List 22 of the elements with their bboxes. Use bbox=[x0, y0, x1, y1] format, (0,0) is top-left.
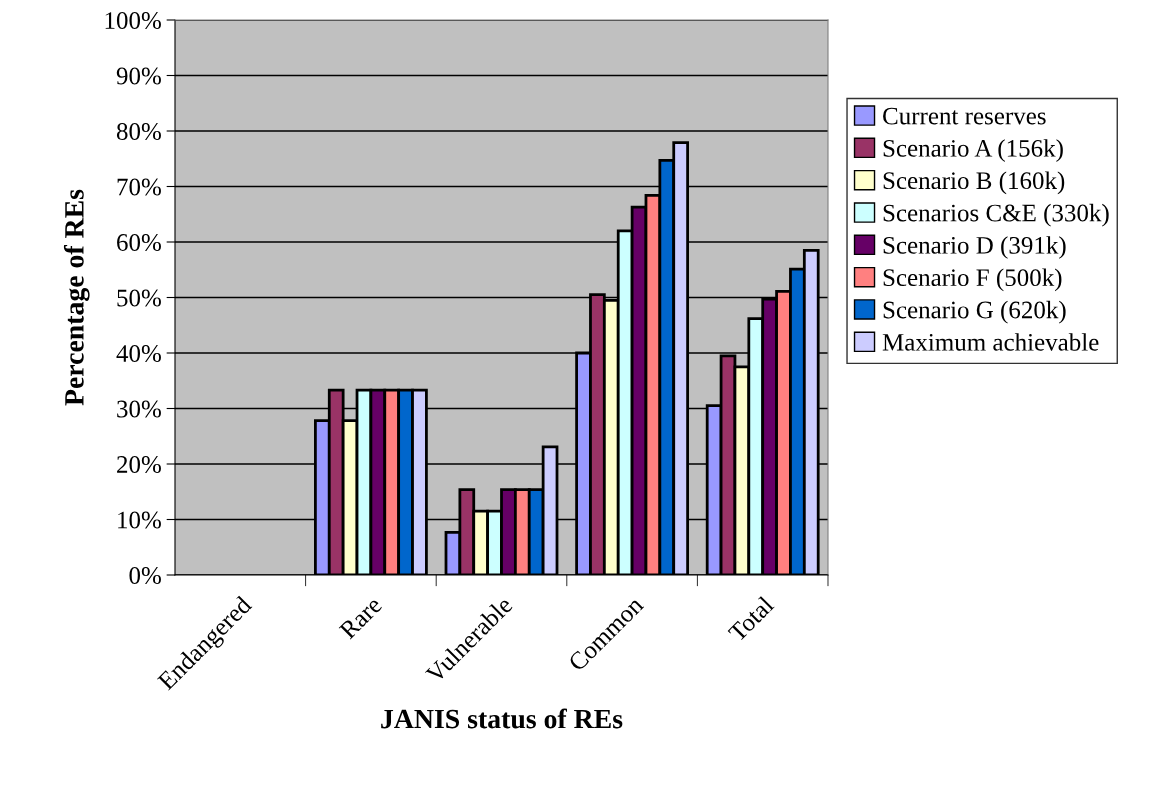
legend-label: Scenarios C&E (330k) bbox=[883, 203, 1109, 227]
x-tick-label: Rare bbox=[338, 595, 383, 640]
legend-label: Scenario A (156k) bbox=[883, 139, 1063, 162]
y-tick-label: 40% bbox=[116, 345, 161, 362]
y-tick-label: 10% bbox=[118, 511, 161, 529]
y-tick-label: 100% bbox=[105, 12, 161, 29]
y-tick-label: 70% bbox=[117, 178, 161, 196]
y-tick-label: 0% bbox=[129, 567, 161, 584]
y-tick-label: 90% bbox=[116, 67, 161, 85]
legend-label: Current reserves bbox=[883, 107, 1046, 125]
legend-label: Scenario D (391k) bbox=[883, 236, 1066, 259]
y-tick-label: 30% bbox=[117, 400, 161, 418]
legend-label: Scenario F (500k) bbox=[883, 268, 1062, 292]
legend-label: Scenario B (160k) bbox=[883, 171, 1065, 195]
y-tick-label: 80% bbox=[116, 123, 161, 140]
x-axis-title: JANIS status of REs bbox=[381, 708, 623, 729]
legend-label: Maximum achievable bbox=[882, 333, 1099, 351]
legend-label: Scenario G (620k) bbox=[883, 300, 1066, 324]
y-tick-label: 60% bbox=[117, 234, 161, 251]
y-tick-label: 20% bbox=[117, 456, 161, 473]
y-tick-label: 50% bbox=[117, 289, 161, 307]
y-axis-title: Percentage of REs bbox=[63, 189, 90, 406]
